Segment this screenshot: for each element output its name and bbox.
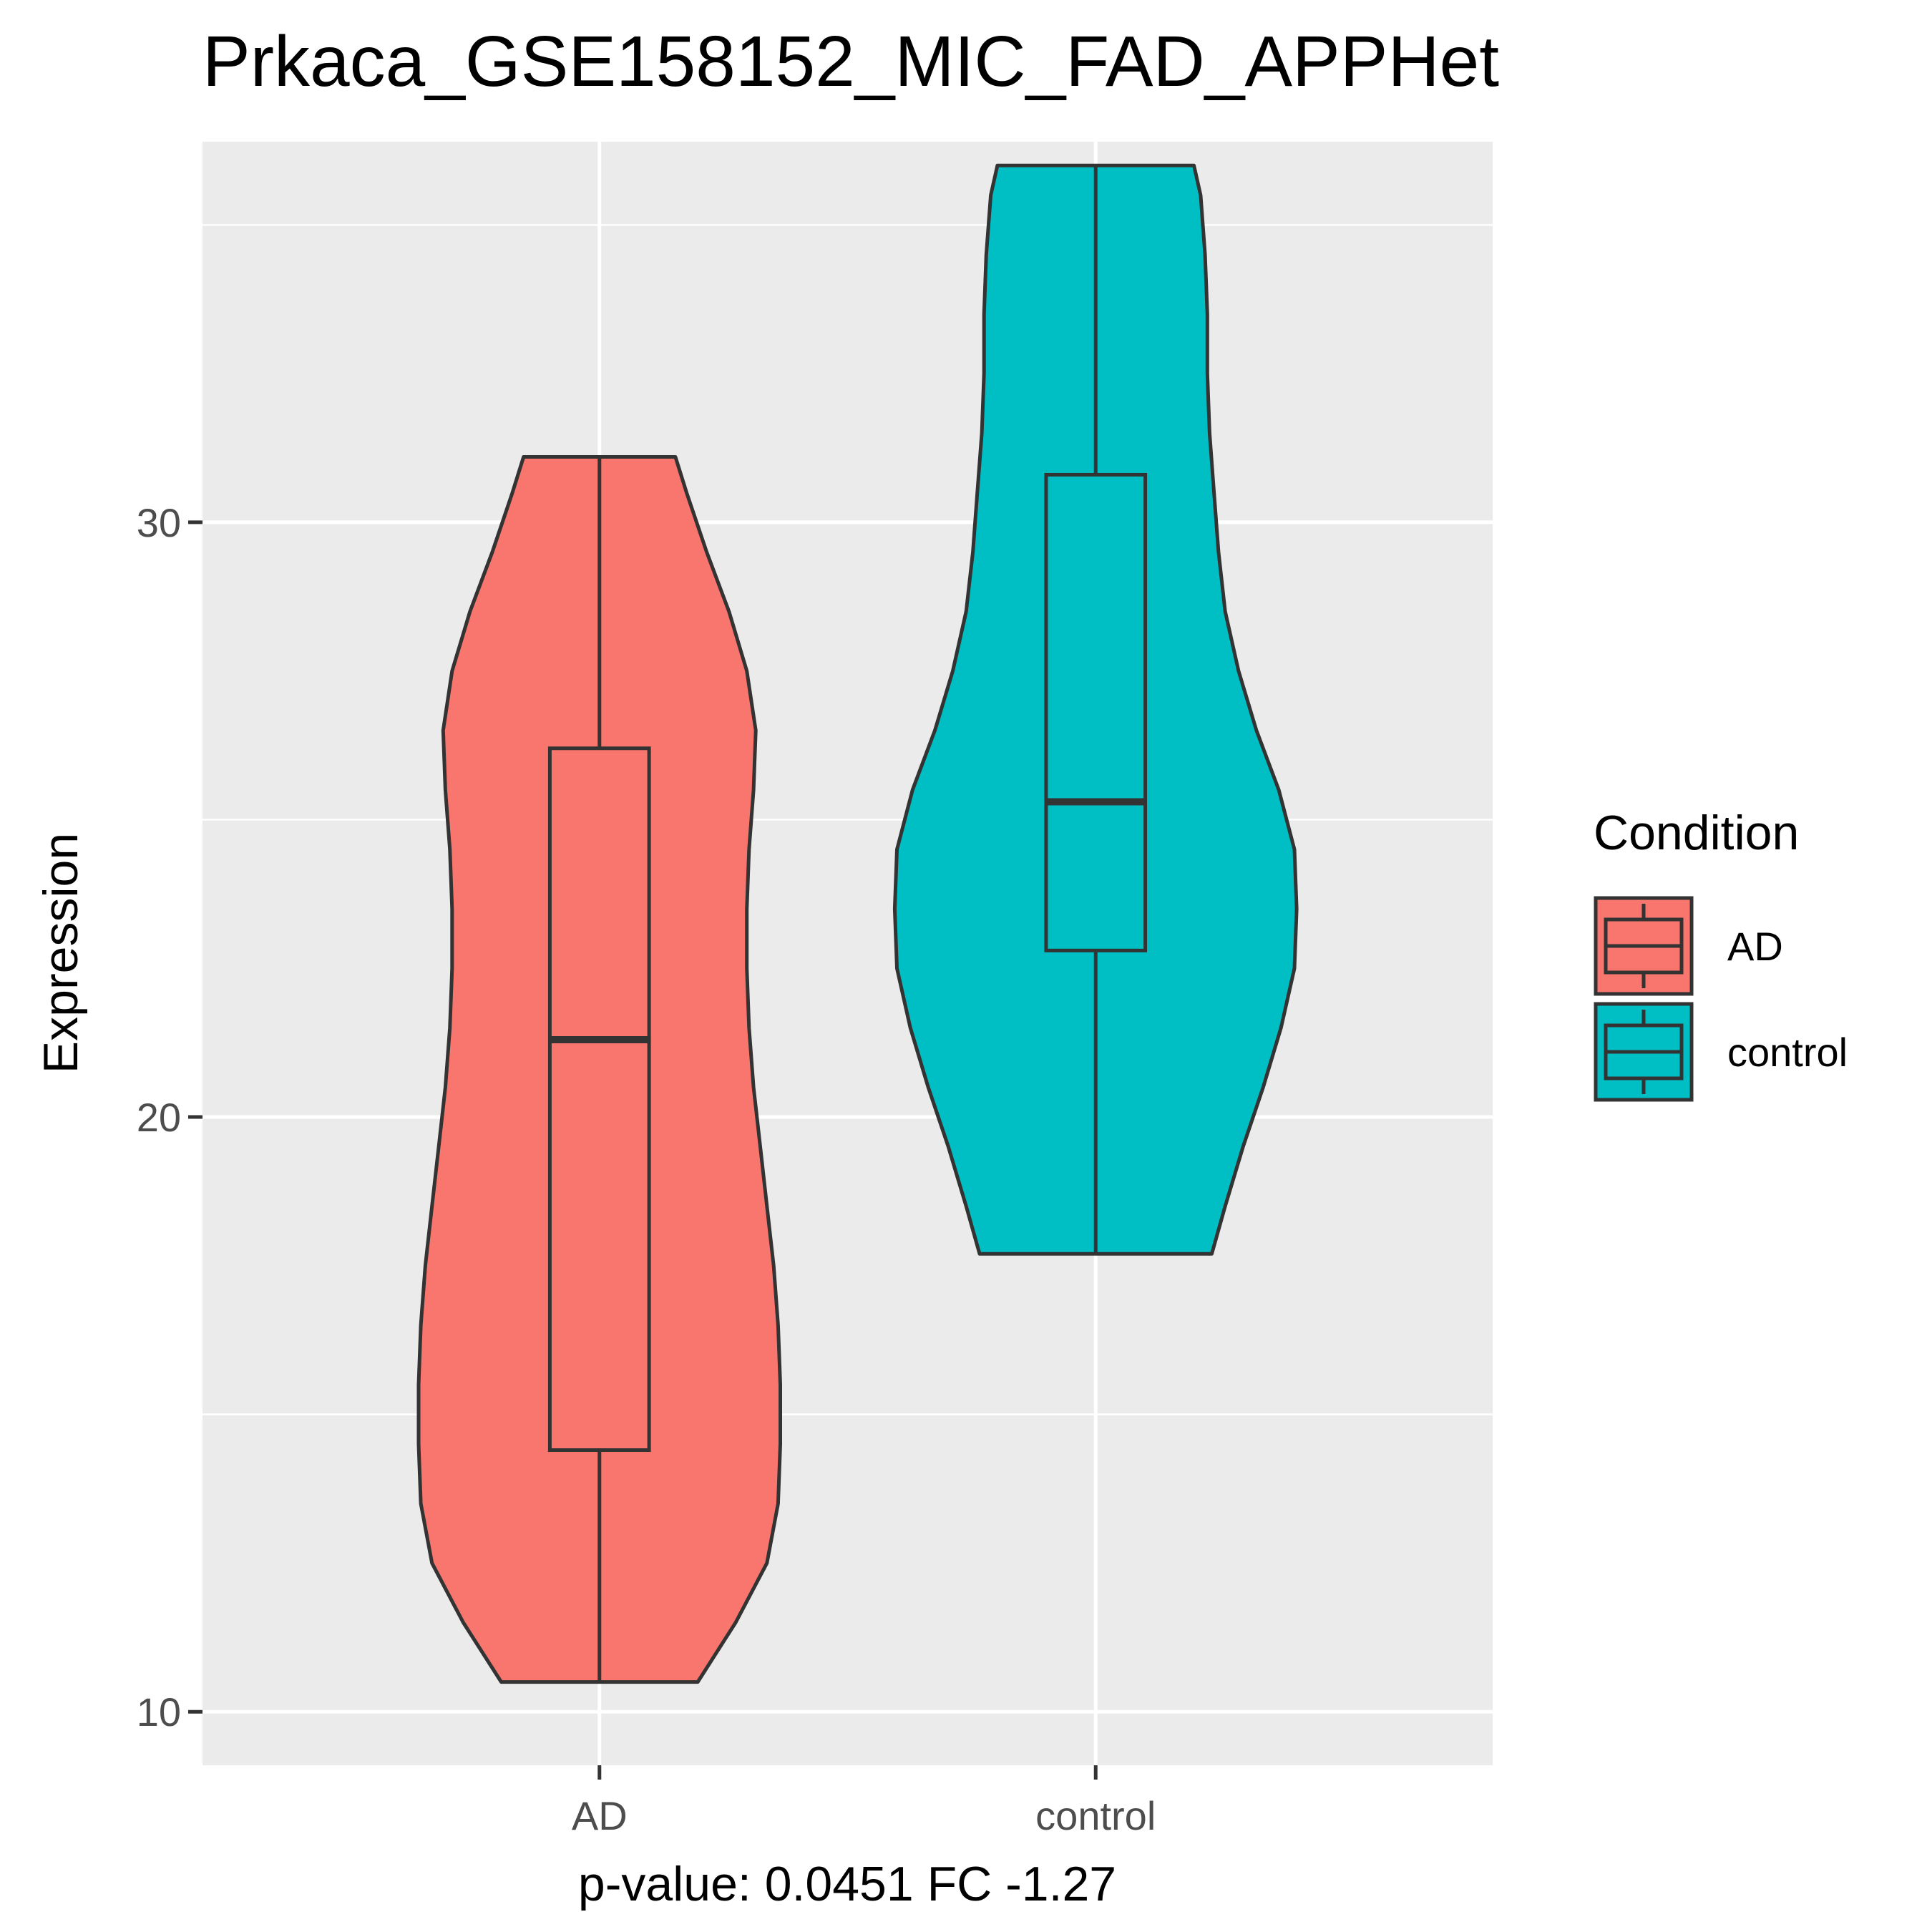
legend-item-control: control [1594, 1002, 1848, 1102]
legend-title: Condition [1594, 806, 1799, 860]
plot-panel [203, 142, 1493, 1765]
y-tick-label: 30 [137, 500, 181, 545]
x-tick-label: control [1035, 1793, 1156, 1838]
x-axis: AD control [572, 1765, 1156, 1838]
box-control [1044, 472, 1148, 952]
y-tick-label: 20 [137, 1095, 181, 1140]
x-tick-label: AD [572, 1793, 628, 1838]
box-AD [547, 746, 651, 1452]
chart-title: Prkaca_GSE158152_MIC_FAD_APPHet [203, 21, 1499, 102]
box-layer [547, 165, 1148, 1682]
y-axis-title: Expression [34, 833, 88, 1073]
legend-label-control: control [1727, 1030, 1848, 1075]
legend-item-AD: AD [1594, 896, 1783, 996]
y-tick-label: 10 [137, 1689, 181, 1735]
legend: Condition AD control [1594, 806, 1848, 1102]
legend-label-AD: AD [1727, 924, 1783, 969]
y-axis: 10 20 30 [137, 500, 203, 1735]
x-axis-title: p-value: 0.0451 FC -1.27 [578, 1857, 1116, 1911]
